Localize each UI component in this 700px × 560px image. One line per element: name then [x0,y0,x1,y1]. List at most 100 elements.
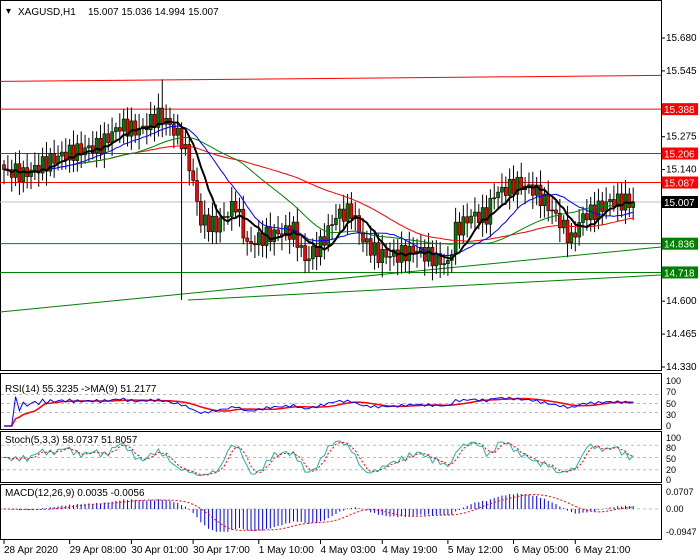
candle [21,167,26,182]
candle [202,214,207,226]
price-tick-label: 15.545 [666,66,697,77]
stoch-panel-frame [0,431,662,483]
price-tick-label: 14.330 [666,362,697,373]
candle [67,144,72,161]
symbol-menu-arrow-icon[interactable]: ▾ [6,6,11,17]
ma-fast-line [4,120,634,261]
macd-axis-label: 0.00 [666,504,684,514]
candle [214,215,219,233]
candle [87,145,91,149]
candle [206,214,211,232]
candle [469,215,473,224]
candle [496,191,500,199]
candle [473,211,477,217]
candle [326,225,331,246]
candle [118,127,122,132]
price-label-box [662,147,698,160]
candle [98,138,103,155]
macd-axis-label: 0.0707 [666,487,694,497]
stoch-title: Stoch(5,3,3) 58.0737 51.8057 [5,435,138,446]
time-tick-label: 1 May 10:00 [259,545,314,556]
candle [345,203,350,222]
candle [287,225,292,240]
price-tick-label: 15.680 [666,33,697,44]
candle [187,144,192,172]
candle [175,127,180,136]
candle [476,211,481,223]
candle [9,169,14,178]
candle [438,253,442,265]
candle [612,199,616,207]
price-label-box [662,196,698,209]
time-tick-label: 4 May 19:00 [382,545,437,556]
candle [500,186,504,193]
candle [442,263,446,265]
chart-ohlc: 15.007 15.036 14.994 15.007 [88,7,219,18]
candle [33,165,37,171]
rsi-axis-label: 0 [666,421,671,431]
candle [380,249,385,263]
candle [310,246,315,260]
price-label: 15.007 [664,198,695,209]
candle [249,241,253,244]
candle [608,199,612,203]
price-label: 14.718 [664,268,695,279]
price-panel[interactable] [0,74,662,313]
candle [229,201,234,217]
candle [283,225,288,237]
price-label-box [662,237,698,250]
candle [40,156,45,174]
candle [503,186,508,196]
candle [334,217,338,225]
candle [531,184,535,196]
candle [121,118,126,132]
time-tick-label: 6 May 21:00 [575,545,630,556]
candle [446,260,450,264]
candle [368,238,373,256]
candle [596,200,601,220]
candle [465,216,470,224]
candle [627,193,632,208]
candle [554,209,558,214]
candle [395,249,400,263]
candle [330,224,334,226]
price-label-box [662,176,698,189]
candle [538,184,543,206]
candle [457,221,462,236]
candle [114,127,118,133]
candle [256,232,261,246]
rsi-line [4,396,634,427]
rsi-panel-frame [0,373,662,430]
resistance-trendline [0,74,662,82]
candle [245,237,249,242]
candle [585,213,589,221]
candle [237,208,242,213]
candle [241,208,246,239]
ma-mid-line [4,125,634,257]
candle [179,127,184,150]
candle [542,193,547,206]
candle [307,258,311,262]
candle [106,133,111,143]
candle [511,178,516,195]
price-panel-frame [0,0,662,371]
candle [384,249,388,258]
candle [276,229,280,235]
stoch-axis-label: 0 [666,475,671,485]
macd-signal-line [4,494,634,531]
candle [546,193,551,212]
candle [426,247,431,262]
candle [233,201,238,213]
candle [515,176,520,195]
candle [480,207,485,223]
candle [565,219,570,243]
candle [577,222,581,238]
candle [75,143,80,161]
candle [365,238,369,243]
price-label: 15.206 [664,150,695,161]
candle [60,151,64,157]
candle [199,201,203,226]
candle [71,144,76,161]
candle [507,178,512,196]
